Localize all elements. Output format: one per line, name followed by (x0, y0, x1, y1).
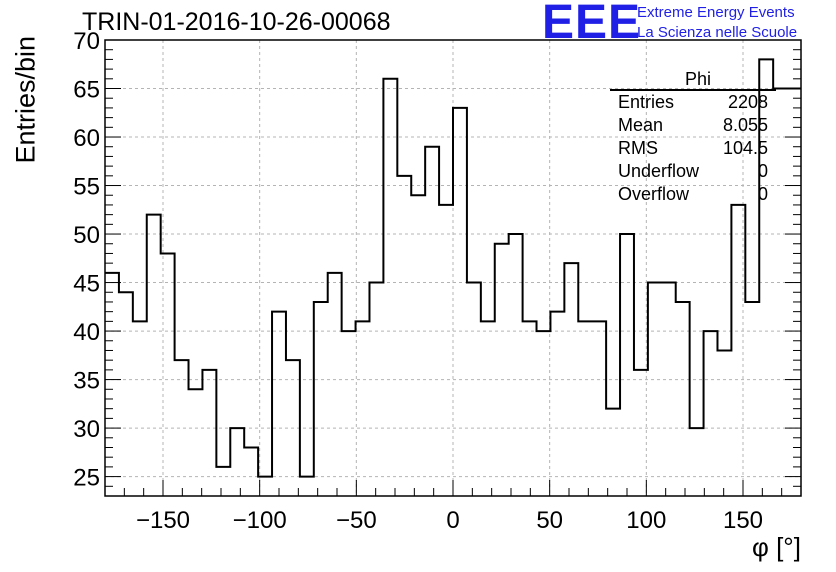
x-tick-label: 50 (536, 507, 563, 534)
stats-row-entries: Entries 2208 (610, 91, 776, 114)
stats-label: RMS (618, 138, 658, 158)
y-tick-label: 25 (73, 465, 100, 492)
stats-title: Phi (684, 69, 711, 89)
stats-divider (610, 89, 776, 91)
histogram-series (105, 58, 801, 478)
stats-label: Mean (618, 115, 664, 135)
x-tick-label: 150 (723, 507, 763, 534)
x-tick-label: −100 (233, 507, 287, 534)
x-tick-label: 0 (446, 507, 459, 534)
x-tick-label: 100 (626, 507, 666, 534)
stats-box: Phi Entries 2208 Mean 8.055 RMS 104.5 Under… (610, 68, 776, 206)
stats-value: 0 (757, 161, 768, 181)
stats-value: 2208 (727, 92, 768, 112)
y-tick-label: 65 (73, 77, 100, 104)
stats-label: Entries (618, 92, 675, 112)
y-tick-label: 70 (73, 28, 100, 55)
x-tick-label: −50 (336, 507, 377, 534)
y-axis-label: Entries/bin (10, 35, 41, 164)
stats-value: 8.055 (722, 115, 768, 135)
y-tick-label: 60 (73, 125, 100, 152)
logo-caption-line-1: Extreme Energy Events (637, 4, 795, 21)
y-tick-label: 35 (73, 368, 100, 395)
stats-row-underflow: Underflow 0 (610, 160, 776, 183)
y-tick-label: 55 (73, 174, 100, 201)
plot-title: TRIN-01-2016-10-26-00068 (82, 8, 391, 36)
y-tick-label: 50 (73, 222, 100, 249)
stats-row-rms: RMS 104.5 (610, 137, 776, 160)
stats-row-mean: Mean 8.055 (610, 114, 776, 137)
stats-row-overflow: Overflow 0 (610, 183, 776, 206)
y-tick-label: 45 (73, 271, 100, 298)
x-axis-label: φ [°] (752, 532, 801, 562)
stats-label: Underflow (618, 161, 700, 181)
stats-label: Overflow (618, 184, 690, 204)
y-tick-label: 40 (73, 319, 100, 346)
stats-value: 104.5 (722, 138, 768, 158)
logo-caption: Extreme Energy Events La Scienza nelle S… (637, 3, 797, 43)
x-tick-label: −150 (136, 507, 190, 534)
y-tick-label: 30 (73, 416, 100, 443)
stats-value: 0 (757, 184, 768, 204)
logo-caption-line-2: La Scienza nelle Scuole (637, 24, 798, 41)
eee-logo: EEE (542, 0, 642, 49)
